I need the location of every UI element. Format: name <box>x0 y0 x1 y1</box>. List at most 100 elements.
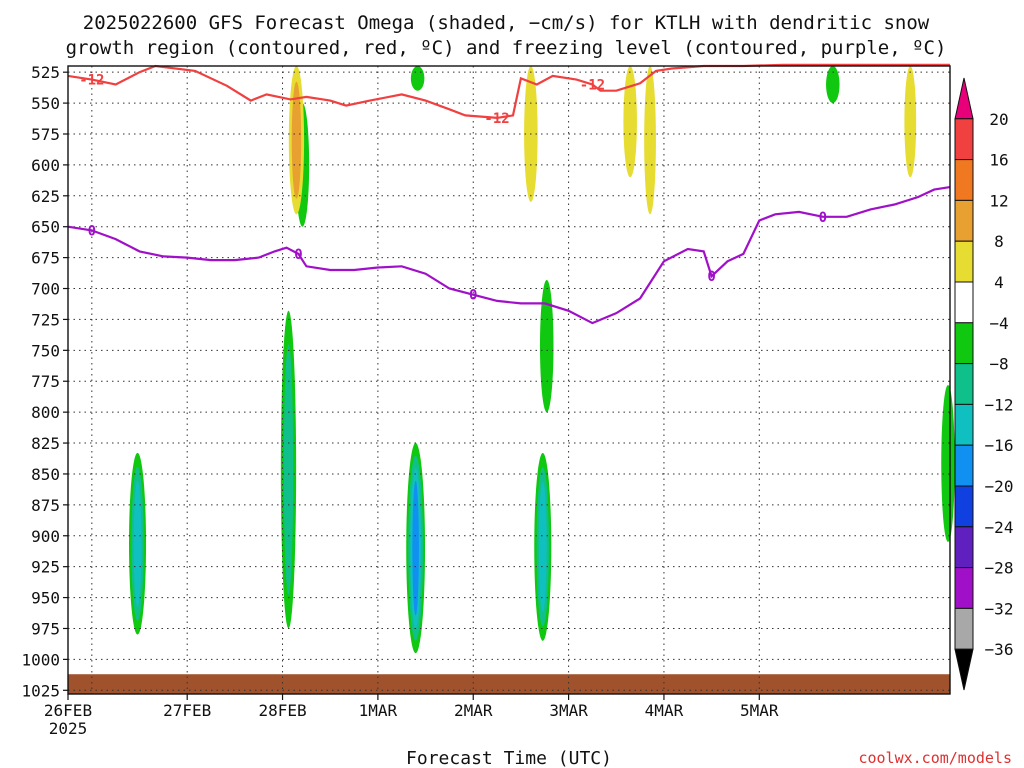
colorbar-band-12-to-16 <box>954 159 974 201</box>
y-tick-label-925: 925 <box>31 558 60 577</box>
freezing-level-contour-label-4: 0 <box>819 210 827 226</box>
colorbar-tick--12: −12 <box>985 395 1014 414</box>
x-tick-label-28FEB: 28FEB <box>258 701 306 720</box>
omega-cell-0-band-2 <box>133 480 142 607</box>
omega-cell-6 <box>410 66 425 91</box>
y-tick-label-850: 850 <box>31 465 60 484</box>
omega-cell-0 <box>129 452 147 635</box>
colorbar-band--8-to--4 <box>954 322 974 365</box>
colorbar-tick--28: −28 <box>985 559 1014 578</box>
dendritic-minus12-contour-label-2: -12 <box>580 78 605 94</box>
colorbar-tick--32: −32 <box>985 599 1014 618</box>
credit-text: coolwx.com/models <box>858 749 1012 767</box>
colorbar-band--24-to--20 <box>954 485 974 528</box>
y-tick-label-600: 600 <box>31 156 60 175</box>
y-tick-label-775: 775 <box>31 372 60 391</box>
colorbar-band-20-to-24 <box>954 77 974 120</box>
omega-cell-12-band-0 <box>644 66 656 215</box>
colorbar-band-8-to-12 <box>954 199 974 242</box>
y-tick-label-575: 575 <box>31 125 60 144</box>
colorbar-band--20-to--16 <box>954 444 974 487</box>
omega-cell-13 <box>904 66 917 178</box>
colorbar-tick--16: −16 <box>985 436 1014 455</box>
y-tick-label-750: 750 <box>31 341 60 360</box>
omega-cell-1-band-1 <box>283 344 294 595</box>
colorbar-tick--4: −4 <box>989 314 1008 333</box>
dendritic-minus12-contour-label-0: -12 <box>79 73 104 89</box>
dendritic-minus12-contour-label-1: -12 <box>484 111 509 127</box>
y-tick-label-725: 725 <box>31 310 60 329</box>
y-tick-label-650: 650 <box>31 218 60 237</box>
omega-cell-7 <box>826 66 840 104</box>
y-tick-label-950: 950 <box>31 589 60 608</box>
y-tick-label-1025: 1025 <box>21 681 60 700</box>
y-axis: 525 550 575 600 625 650 675 700 725 750 775 800 825 8… <box>21 63 68 700</box>
omega-cell-2-band-3 <box>412 480 419 616</box>
y-tick-label-800: 800 <box>31 403 60 422</box>
colorbar-band--28-to--24 <box>954 526 974 569</box>
colorbar-band-4-to-8 <box>954 240 974 283</box>
colorbar-tick-4: 4 <box>994 273 1004 292</box>
x-tick-label-27FEB: 27FEB <box>163 701 211 720</box>
x-tick-label-5MAR: 5MAR <box>740 701 779 720</box>
colorbar-tick--8: −8 <box>989 355 1008 374</box>
omega-cell-12 <box>644 66 656 215</box>
omega-cell-4 <box>539 279 554 413</box>
y-tick-label-700: 700 <box>31 280 60 299</box>
colorbar-tick--24: −24 <box>985 518 1014 537</box>
colorbar-tick-8: 8 <box>994 232 1004 251</box>
y-tick-label-525: 525 <box>31 63 60 82</box>
omega-cell-6-band-0 <box>410 66 425 91</box>
plot-frame <box>67 65 951 695</box>
colorbar-tick--36: −36 <box>985 640 1014 659</box>
x-tick-label-26FEB: 26FEB <box>44 701 92 720</box>
omega-cell-9-band-1 <box>291 81 302 199</box>
y-tick-label-875: 875 <box>31 496 60 515</box>
omega-cell-4-band-0 <box>539 279 554 413</box>
y-tick-label-975: 975 <box>31 619 60 638</box>
omega-cell-11-band-0 <box>623 66 637 178</box>
omega-cell-9 <box>288 66 305 215</box>
chart-title-line-2: growth region (contoured, red, ºC) and f… <box>66 37 947 59</box>
omega-cell-7-band-0 <box>826 66 840 104</box>
omega-cell-13-band-0 <box>904 66 917 178</box>
colorbar-tick-12: 12 <box>989 191 1008 210</box>
omega-cell-3 <box>534 452 552 641</box>
y-tick-label-675: 675 <box>31 249 60 268</box>
y-tick-label-625: 625 <box>31 187 60 206</box>
x-axis-label: Forecast Time (UTC) <box>406 748 612 768</box>
chart-title-line-1: 2025022600 GFS Forecast Omega (shaded, −… <box>83 12 930 34</box>
colorbar-band--32-to--28 <box>954 567 974 609</box>
freezing-level-contour <box>67 186 951 325</box>
surface-pressure-band <box>68 674 950 694</box>
omega-cell-2 <box>406 443 426 654</box>
x-tick-label-2MAR: 2MAR <box>454 701 493 720</box>
x-tick-label-4MAR: 4MAR <box>645 701 684 720</box>
colorbar-band--36-to--32 <box>954 607 974 650</box>
y-tick-label-1000: 1000 <box>21 650 60 669</box>
freezing-level-contour-label-2: 0 <box>469 288 477 304</box>
omega-cell-8-band-0 <box>941 384 955 542</box>
colorbar-band--16-to--12 <box>954 403 974 446</box>
omega-cell-11 <box>623 66 637 178</box>
y-tick-label-550: 550 <box>31 94 60 113</box>
colorbar-tick--20: −20 <box>985 477 1014 496</box>
freezing-level-contour-label-1: 0 <box>294 247 302 263</box>
omega-cell-1 <box>280 310 297 629</box>
plot-area: -12 -12 -12 0 0 0 0 0 <box>67 63 955 695</box>
colorbar-band--4-to-4 <box>954 281 974 324</box>
colorbar-band-16-to-20 <box>954 118 974 161</box>
freezing-level-contour-label-0: 0 <box>88 223 96 239</box>
y-tick-label-825: 825 <box>31 434 60 453</box>
x-tick-label-3MAR: 3MAR <box>549 701 588 720</box>
x-axis: 26FEB 27FEB 28FEB 1MAR 2MAR 3MAR 4MAR 5MAR 2025 <box>44 694 779 738</box>
colorbar-band--12-to--8 <box>954 363 974 405</box>
omega-cell-8 <box>941 384 955 542</box>
colorbar-band--40-to--36 <box>954 648 974 691</box>
x-tick-year-label: 2025 <box>49 719 88 738</box>
colorbar-tick-20: 20 <box>989 110 1008 129</box>
omega-cell-3-band-2 <box>538 481 547 613</box>
x-tick-label-1MAR: 1MAR <box>359 701 398 720</box>
colorbar: 20 16 12 8 4 −4 −8 −12 −16 −20 −24 −28 −32 −36 <box>954 77 1014 691</box>
